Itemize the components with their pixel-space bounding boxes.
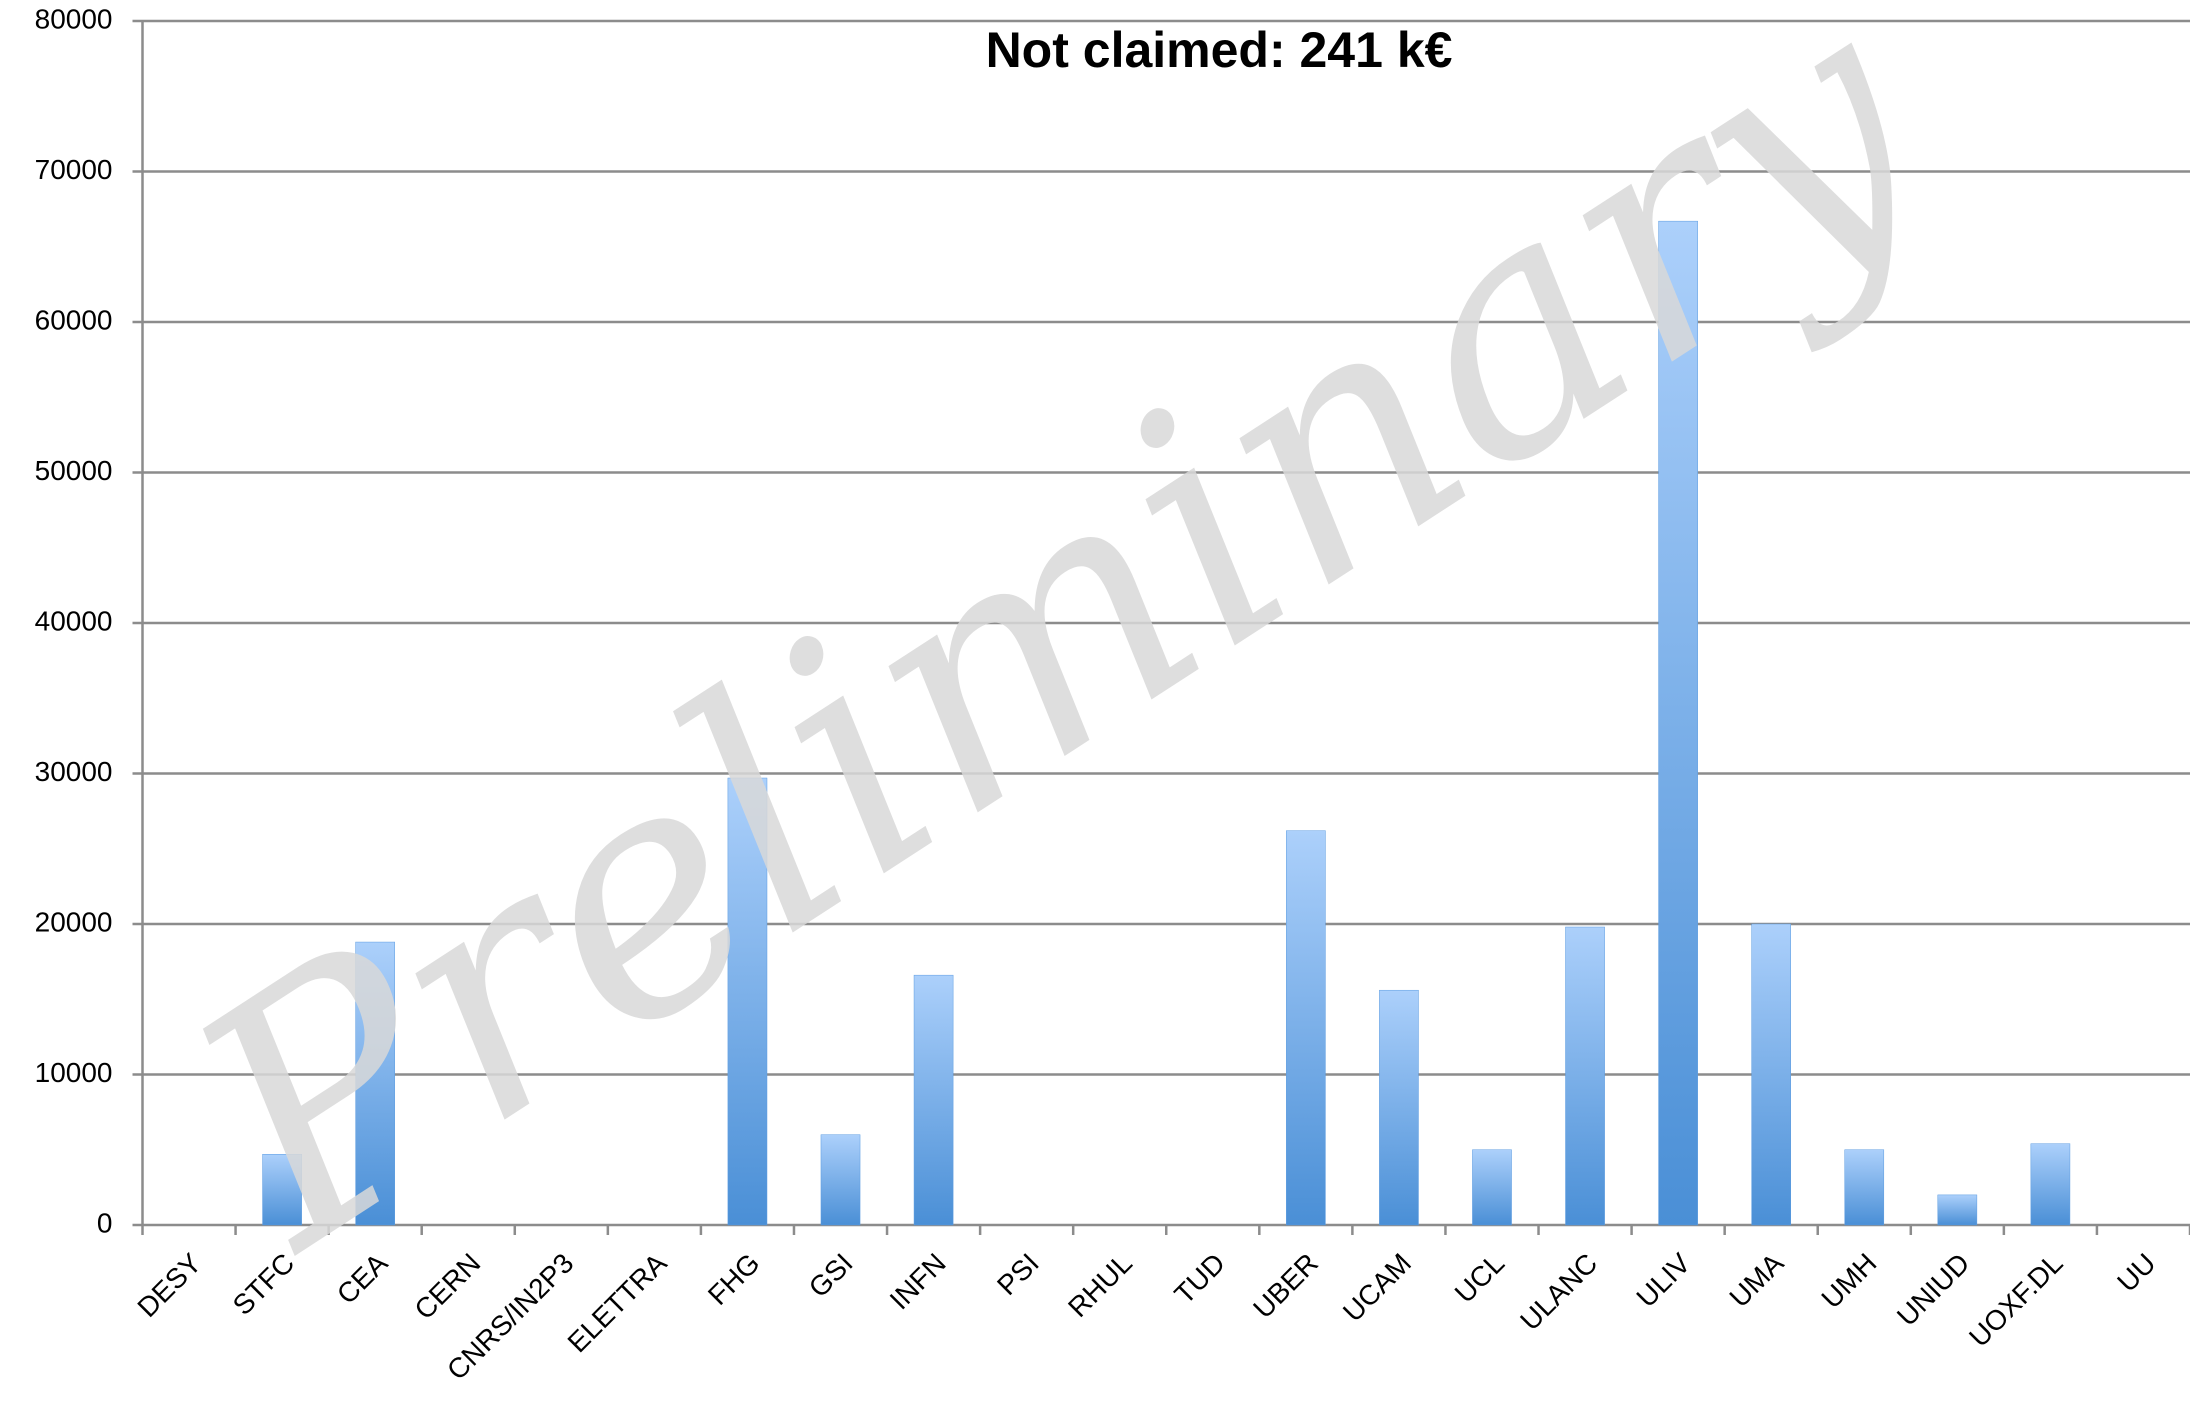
x-tick-label: UCL (1449, 1247, 1511, 1309)
x-tick-label: INFN (884, 1247, 952, 1315)
bar (1379, 989, 1419, 1226)
x-tick-label: FHG (702, 1247, 766, 1311)
y-tick-label: 40000 (35, 605, 113, 636)
bar (1937, 1194, 1978, 1226)
bar (1565, 926, 1605, 1226)
bars (262, 220, 2071, 1226)
y-tick-label: 50000 (35, 455, 113, 486)
bar (1286, 830, 1326, 1226)
x-tick-label: DESY (131, 1247, 207, 1323)
bar (1472, 1149, 1512, 1226)
x-tick-label: UMA (1724, 1247, 1790, 1313)
y-tick-label: 0 (97, 1207, 113, 1238)
x-tick-label: GSI (803, 1247, 859, 1303)
x-tick-label: STFC (227, 1247, 301, 1321)
bar (1751, 923, 1791, 1226)
y-tick-label: 60000 (35, 304, 113, 335)
y-tick-label: 80000 (35, 3, 113, 34)
y-tick-label: 30000 (35, 756, 113, 787)
bar (1658, 220, 1698, 1226)
bar (820, 1134, 861, 1226)
x-tick-label: RHUL (1062, 1247, 1138, 1323)
bar (262, 1154, 302, 1226)
x-tick-label: ELETTRA (562, 1247, 673, 1358)
y-tick-label: 70000 (35, 154, 113, 185)
x-tick-label: UU (2111, 1247, 2162, 1298)
bar (913, 974, 954, 1226)
x-tick-label: UOXF.DL (1963, 1247, 2069, 1353)
chart-title: Not claimed: 241 k€ (986, 22, 1453, 78)
x-tick-label: PSI (991, 1247, 1045, 1301)
bar (1844, 1149, 1885, 1226)
y-tick-label: 10000 (35, 1057, 113, 1088)
grid: 0 10000 20000 30000 40000 50000 60000 70000 8000… (35, 3, 2190, 1238)
watermark: Preliminary (128, 0, 1987, 1321)
y-tick-label: 20000 (35, 906, 113, 937)
x-tick-label: UCAM (1337, 1247, 1417, 1327)
x-tick-label: ULIV (1630, 1247, 1696, 1313)
x-tick-label: UMH (1815, 1247, 1882, 1314)
bar (2030, 1143, 2071, 1226)
bar (355, 941, 395, 1226)
x-tick-label: ULANC (1514, 1247, 1603, 1336)
bar (727, 777, 768, 1226)
x-tick-label: UBER (1247, 1247, 1324, 1324)
x-tick-label: TUD (1168, 1247, 1231, 1310)
x-tick-label: UNIUD (1891, 1247, 1976, 1332)
